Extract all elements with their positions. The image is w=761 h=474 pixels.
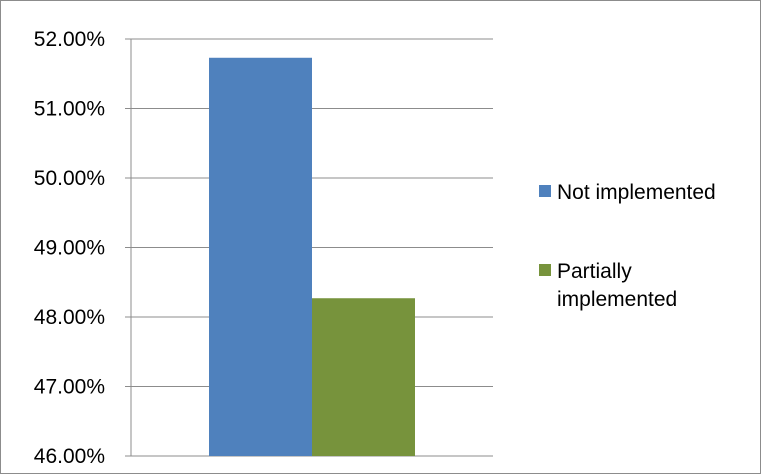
legend-label-line: Partially <box>557 260 632 283</box>
legend-swatch-2 <box>539 264 551 276</box>
legend-label-1: Not implemented <box>557 181 716 204</box>
y-tick-label: 49.00% <box>34 237 105 260</box>
legend-label-2: Partially implemented <box>557 260 677 311</box>
y-tick-label: 50.00% <box>34 167 105 190</box>
bar-partially-implemented <box>312 298 415 456</box>
legend-label-line: Not implemented <box>557 181 716 204</box>
y-tick-label: 52.00% <box>34 28 105 51</box>
y-tick-label: 46.00% <box>34 445 105 468</box>
legend-label-line: implemented <box>557 288 677 311</box>
legend-swatch-1 <box>539 185 551 197</box>
y-tick-label: 47.00% <box>34 376 105 399</box>
bar-not-implemented <box>209 57 312 456</box>
y-tick-label: 51.00% <box>34 98 105 121</box>
y-tick-label: 48.00% <box>34 306 105 329</box>
